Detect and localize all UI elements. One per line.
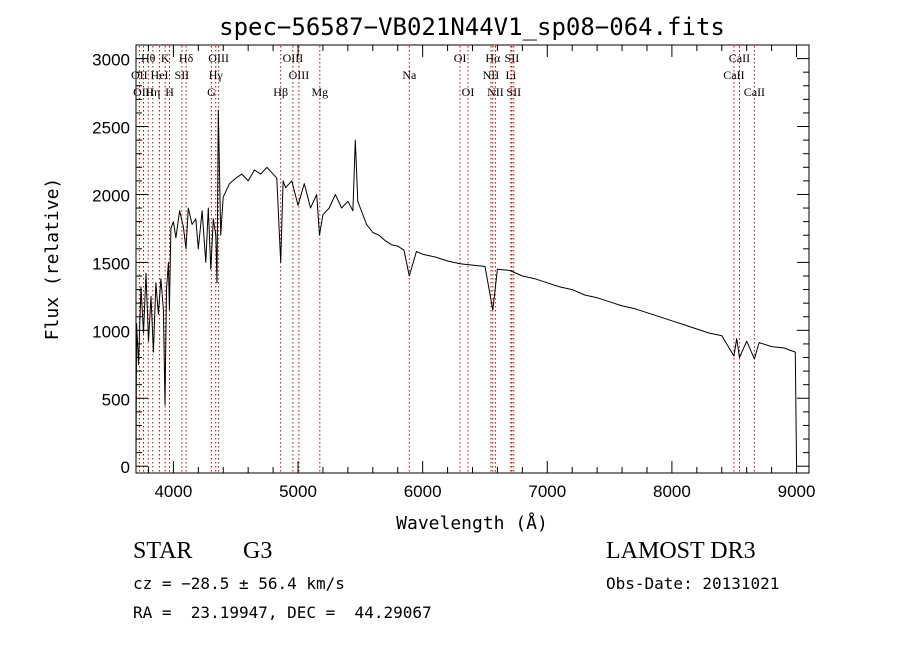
- emission-line-markers: [138, 46, 755, 472]
- line-label: OIII: [283, 51, 304, 65]
- line-label: Hβ: [273, 85, 288, 99]
- line-label: G: [207, 85, 216, 99]
- line-label: NII: [487, 85, 504, 99]
- cz-value: cz = −28.5 ± 56.4 km/s: [133, 574, 345, 593]
- line-label: OI: [462, 85, 475, 99]
- line-label: Hγ: [209, 68, 224, 82]
- x-tick-label: 5000: [279, 482, 317, 501]
- survey-label: LAMOST DR3: [606, 538, 756, 564]
- line-label: K: [161, 51, 170, 65]
- y-tick-label: 2500: [92, 119, 130, 138]
- chart-title: spec−56587−VB021N44V1_sp08−064.fits: [219, 13, 725, 41]
- line-label: Li: [506, 68, 517, 82]
- spectrum-line: [135, 109, 797, 467]
- y-tick-label: 2000: [92, 186, 130, 205]
- y-tick-label: 0: [121, 458, 130, 477]
- class-label: STAR: [133, 538, 193, 564]
- subclass-label: G3: [243, 538, 273, 564]
- line-label: OI: [454, 51, 467, 65]
- line-label: SII: [505, 51, 520, 65]
- y-tick-label: 500: [102, 390, 130, 409]
- y-tick-label: 1500: [92, 254, 130, 273]
- line-label: Na: [402, 68, 417, 82]
- line-label: HeI: [151, 68, 169, 82]
- line-label: SII: [175, 68, 190, 82]
- y-tick-label: 1000: [92, 322, 130, 341]
- y-axis-label: Flux (relative): [42, 178, 63, 341]
- obs-date: Obs-Date: 20131021: [606, 574, 780, 593]
- line-label: CaII: [744, 85, 765, 99]
- line-label: Hθ: [141, 51, 156, 65]
- line-label: Hα: [485, 51, 501, 65]
- axis-ticks: 4000 5000 6000 7000 8000 9000 0 500 1000 1500 2000…: [92, 45, 815, 501]
- line-label: CaII: [729, 51, 750, 65]
- line-label: NII: [483, 68, 500, 82]
- x-tick-label: 8000: [653, 482, 691, 501]
- ra-dec: RA = 23.19947, DEC = 44.29067: [133, 603, 432, 622]
- spectrum-series: [135, 109, 797, 467]
- plot-frame: [135, 44, 810, 474]
- x-axis-label: Wavelength (Å): [396, 512, 548, 534]
- line-label: OIII: [208, 51, 229, 65]
- line-label: Hδ: [179, 51, 194, 65]
- line-label: OIII: [133, 85, 154, 99]
- line-label: Hη: [145, 85, 160, 99]
- line-label: OIII: [289, 68, 310, 82]
- line-label: OII: [131, 68, 148, 82]
- line-label: CaII: [723, 68, 744, 82]
- line-label: H: [165, 85, 174, 99]
- y-tick-label: 3000: [92, 51, 130, 70]
- x-tick-label: 4000: [154, 482, 192, 501]
- x-tick-label: 6000: [404, 482, 442, 501]
- line-label: SII: [506, 85, 521, 99]
- x-tick-label: 7000: [528, 482, 566, 501]
- x-tick-label: 9000: [778, 482, 816, 501]
- line-label: Mg: [311, 85, 328, 99]
